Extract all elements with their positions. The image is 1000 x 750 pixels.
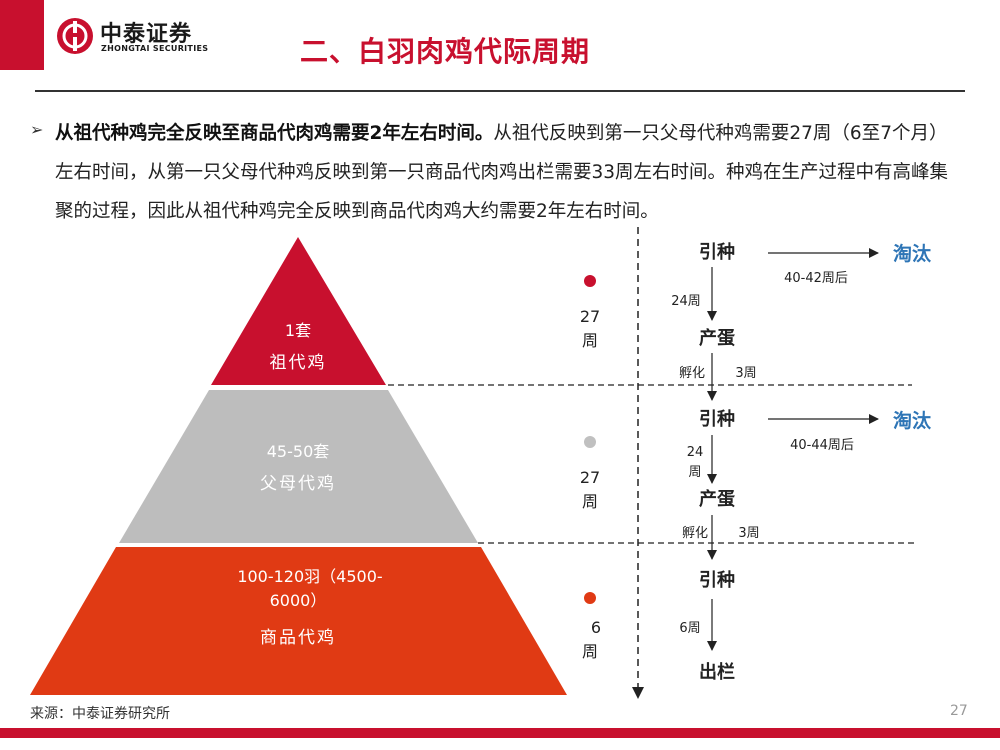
source-note: 来源：中泰证券研究所 bbox=[30, 706, 170, 722]
commercial-quantity-cont: 6000） bbox=[270, 591, 327, 610]
timeline-arrow-icon bbox=[632, 687, 644, 699]
duration-1-number: 27 bbox=[580, 307, 600, 326]
logo-english-name: ZHONGTAI SECURITIES bbox=[101, 44, 209, 53]
pyramid-commercial-layer bbox=[30, 547, 567, 695]
weeks-label-2a: 24 bbox=[687, 445, 704, 460]
hatch-label-2: 孵化 bbox=[682, 526, 708, 541]
page-number: 27 bbox=[950, 703, 968, 719]
flow-cull-2: 淘汰 bbox=[893, 409, 932, 432]
weeks-label-2a-unit: 周 bbox=[688, 465, 701, 480]
grandparent-label: 祖代鸡 bbox=[270, 353, 327, 373]
timeline-dot-grandparent bbox=[584, 275, 596, 287]
footer-accent-bar bbox=[0, 728, 1000, 738]
flow-market: 出栏 bbox=[699, 661, 735, 683]
grandparent-quantity: 1套 bbox=[285, 321, 311, 340]
summary-bold: 从祖代种鸡完全反映至商品代肉鸡需要2年左右时间。 bbox=[55, 123, 494, 144]
flow-cull-1: 淘汰 bbox=[893, 242, 932, 265]
commercial-label: 商品代鸡 bbox=[260, 628, 336, 648]
company-logo-icon bbox=[57, 18, 93, 54]
hatch-label-1: 孵化 bbox=[679, 366, 705, 381]
flow-introduce-3: 引种 bbox=[699, 569, 735, 591]
duration-1-unit: 周 bbox=[582, 331, 598, 350]
generation-cycle-diagram: 1套 祖代鸡 45-50套 父母代鸡 100-120羽（4500- 6000） … bbox=[30, 227, 932, 699]
parent-label: 父母代鸡 bbox=[260, 474, 336, 494]
cull-weeks-2: 40-44周后 bbox=[790, 438, 854, 453]
bullet-arrow-icon: ➢ bbox=[30, 120, 44, 139]
weeks-label-1a: 24周 bbox=[671, 294, 701, 309]
title-divider bbox=[35, 90, 965, 92]
weeks-label-2b: 3周 bbox=[738, 526, 759, 541]
logo-chinese-name: 中泰证券 bbox=[100, 22, 193, 47]
duration-2-number: 27 bbox=[580, 468, 600, 487]
duration-3-number: 6 bbox=[591, 618, 601, 637]
cull-weeks-1: 40-42周后 bbox=[784, 271, 848, 286]
header-accent-bar bbox=[0, 0, 44, 70]
commercial-quantity: 100-120羽（4500- bbox=[237, 567, 382, 586]
duration-2-unit: 周 bbox=[582, 492, 598, 511]
flow-laying-1: 产蛋 bbox=[699, 327, 735, 349]
timeline-dot-parent bbox=[584, 436, 596, 448]
flow-laying-2: 产蛋 bbox=[699, 488, 735, 510]
page-title: 二、白羽肉鸡代际周期 bbox=[300, 35, 591, 68]
summary-paragraph: 从祖代种鸡完全反映至商品代肉鸡需要2年左右时间。从祖代反映到第一只父母代种鸡需要… bbox=[55, 114, 960, 231]
weeks-label-1b: 3周 bbox=[735, 366, 756, 381]
timeline-dot-commercial bbox=[584, 592, 596, 604]
summary-text: 从祖代反映到第一只父母代种鸡需要27周（6至7个月）左右时间，从第一只父母代种鸡… bbox=[55, 123, 949, 222]
duration-3-unit: 周 bbox=[582, 642, 598, 661]
pyramid-parent-layer bbox=[119, 390, 478, 543]
pyramid-grandparent-layer bbox=[211, 237, 386, 385]
parent-quantity: 45-50套 bbox=[267, 442, 330, 461]
flow-introduce-1: 引种 bbox=[699, 241, 735, 263]
weeks-label-3: 6周 bbox=[679, 621, 700, 636]
flow-introduce-2: 引种 bbox=[699, 408, 735, 430]
